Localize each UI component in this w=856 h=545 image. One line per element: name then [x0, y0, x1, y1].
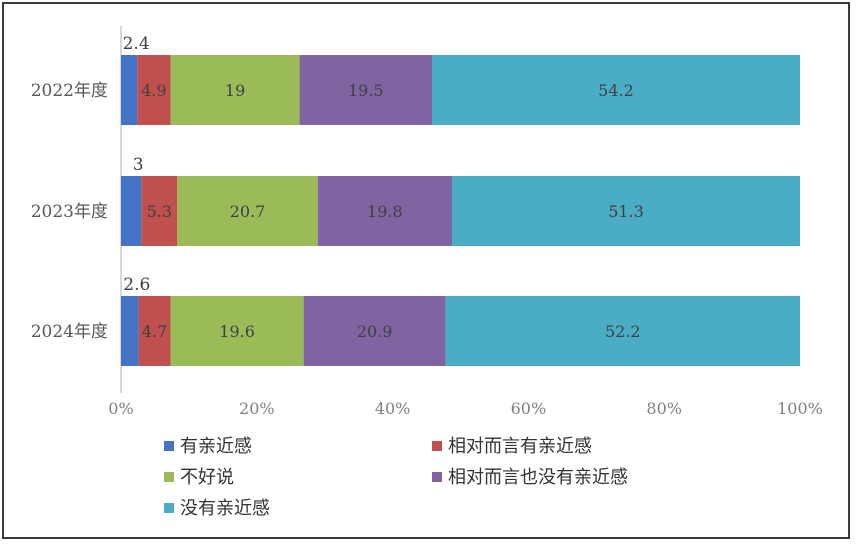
bar-segment [431, 55, 800, 125]
data-label: 51.3 [608, 202, 644, 221]
data-label: 4.7 [142, 322, 167, 341]
legend-label: 不好说 [180, 467, 234, 488]
bar-segment [170, 296, 304, 366]
data-label: 2.4 [123, 34, 150, 54]
data-label: 20.7 [230, 202, 266, 221]
data-label: 20.9 [357, 322, 393, 341]
bar-segment [177, 176, 318, 246]
data-label: 5.3 [147, 202, 172, 221]
legend-label: 相对而言有亲近感 [448, 436, 592, 457]
x-tick-label: 60% [511, 399, 547, 418]
bar-segment [121, 176, 142, 246]
chart-frame: 2022年度 2.4 4.9 19 19.5 54.2 2023年度 3 5.3 20.7 19.8… [2, 2, 850, 539]
data-label: 19.6 [219, 322, 255, 341]
bar-segment [317, 176, 453, 246]
bar-segment [141, 176, 178, 246]
bar-segment [121, 55, 138, 125]
legend-swatch [164, 503, 174, 513]
legend-swatch [164, 472, 174, 482]
data-label: 54.2 [598, 81, 634, 100]
data-label: 19.8 [367, 202, 403, 221]
stacked-bar-chart: 2022年度 2.4 4.9 19 19.5 54.2 2023年度 3 5.3 20.7 19.8… [31, 26, 823, 519]
bar-segment [137, 55, 171, 125]
category-label: 2024年度 [31, 322, 108, 342]
data-label: 19.5 [348, 81, 384, 100]
x-tick-label: 40% [375, 399, 411, 418]
legend-swatch [432, 441, 442, 451]
x-tick-label: 80% [646, 399, 682, 418]
bar-segment [121, 296, 139, 366]
x-tick-label: 100% [777, 399, 823, 418]
legend-label: 有亲近感 [180, 436, 252, 457]
data-label: 4.9 [141, 81, 166, 100]
data-label: 19 [225, 81, 245, 100]
legend-swatch [164, 441, 174, 451]
category-label: 2022年度 [31, 81, 108, 101]
legend-label: 相对而言也没有亲近感 [448, 467, 628, 488]
bar-segment [299, 55, 432, 125]
bar-segment [445, 296, 800, 366]
bar-segment [303, 296, 446, 366]
bar-segment [452, 176, 800, 246]
category-label: 2023年度 [31, 202, 108, 222]
x-tick-label: 20% [239, 399, 275, 418]
legend-label: 没有亲近感 [180, 498, 270, 519]
data-label: 3 [133, 155, 144, 175]
bar-segment [170, 55, 300, 125]
legend-swatch [432, 472, 442, 482]
x-tick-label: 0% [108, 399, 133, 418]
data-label: 52.2 [605, 322, 641, 341]
data-label: 2.6 [123, 275, 150, 295]
bar-segment [138, 296, 171, 366]
